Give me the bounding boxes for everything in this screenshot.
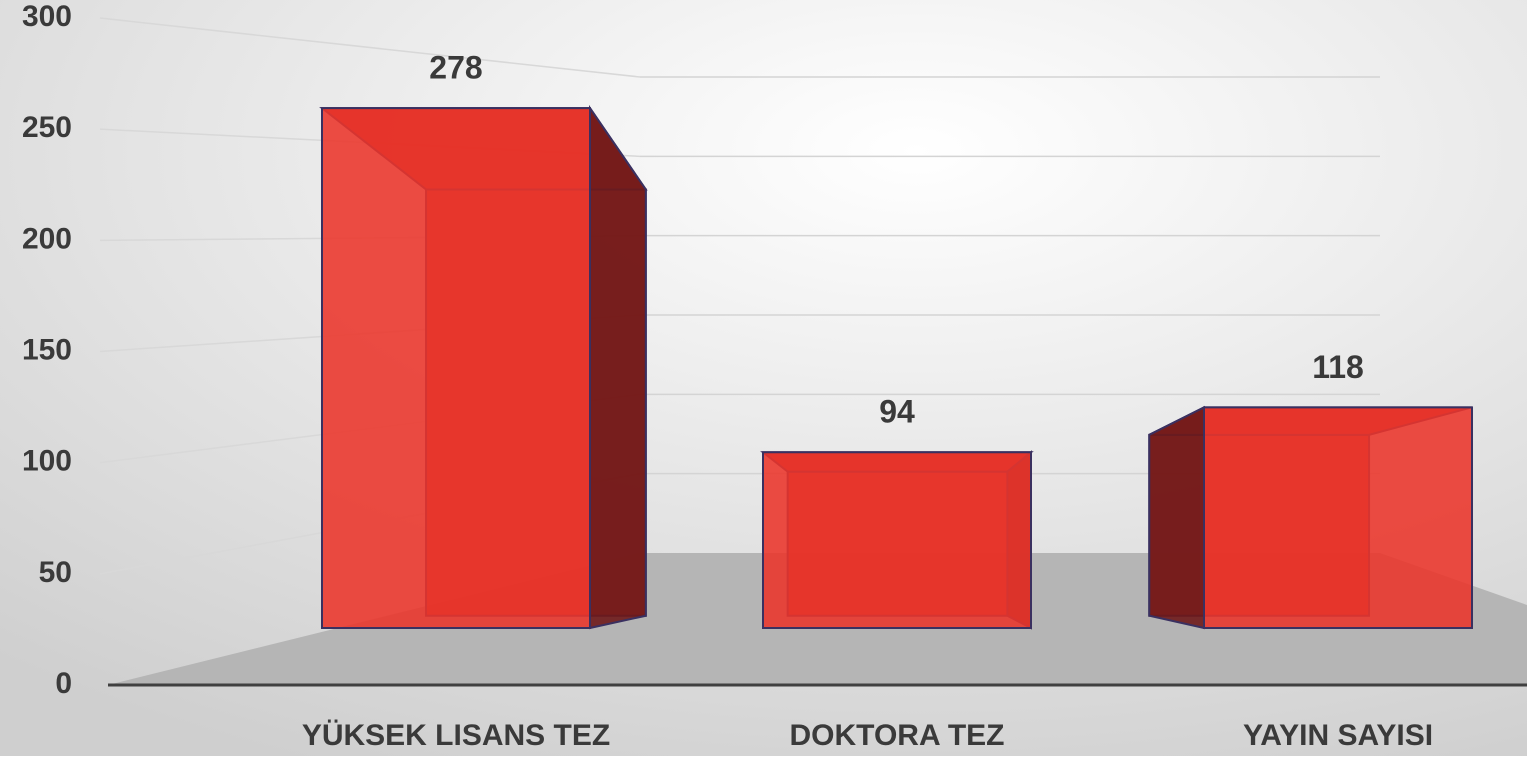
value-label: 118	[1312, 349, 1364, 385]
bar-front	[1203, 406, 1473, 629]
y-tick-label: 200	[22, 222, 72, 255]
bar-front	[762, 451, 1032, 629]
bar-side	[1148, 405, 1205, 630]
x-tick-label: YAYIN SAYISI	[1243, 719, 1433, 752]
y-tick-label: 100	[22, 445, 72, 478]
x-tick-label: YÜKSEK LISANS TEZ	[302, 719, 610, 752]
y-tick-label: 300	[22, 0, 72, 33]
y-tick-label: 250	[22, 111, 72, 144]
bar-side	[589, 104, 647, 630]
y-tick-label: 50	[39, 556, 72, 589]
y-tick-label: 150	[22, 333, 72, 366]
value-label: 94	[879, 394, 915, 430]
value-label: 278	[429, 50, 482, 86]
bar-front	[321, 107, 591, 629]
x-tick-label: DOKTORA TEZ	[790, 719, 1005, 752]
y-tick-label: 0	[55, 667, 72, 700]
grid-line	[99, 17, 641, 78]
